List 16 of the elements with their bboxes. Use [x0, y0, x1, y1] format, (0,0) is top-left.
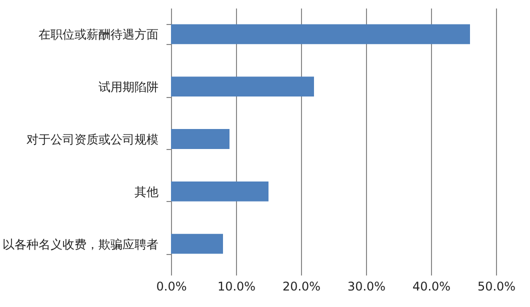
bar — [171, 181, 268, 202]
x-tick-label: 10.0% — [217, 280, 256, 294]
y-tick-label: 在职位或薪酬待遇方面 — [38, 28, 158, 42]
bar — [171, 234, 223, 254]
x-tick-label: 50.0% — [477, 280, 516, 294]
x-tick-label: 30.0% — [347, 280, 386, 294]
y-tick-label: 对于公司资质或公司规模 — [26, 132, 158, 146]
x-tick-label: 0.0% — [156, 280, 187, 294]
bar — [171, 76, 314, 97]
bar — [171, 129, 230, 149]
y-tick-label: 以各种名义收费，欺骗应聘者 — [2, 237, 158, 252]
x-tick-label: 40.0% — [412, 280, 451, 294]
x-tick-label: 20.0% — [282, 280, 321, 294]
y-tick-label: 试用期陷阱 — [98, 80, 158, 94]
bar — [171, 24, 470, 44]
y-tick-label: 其他 — [134, 184, 158, 199]
